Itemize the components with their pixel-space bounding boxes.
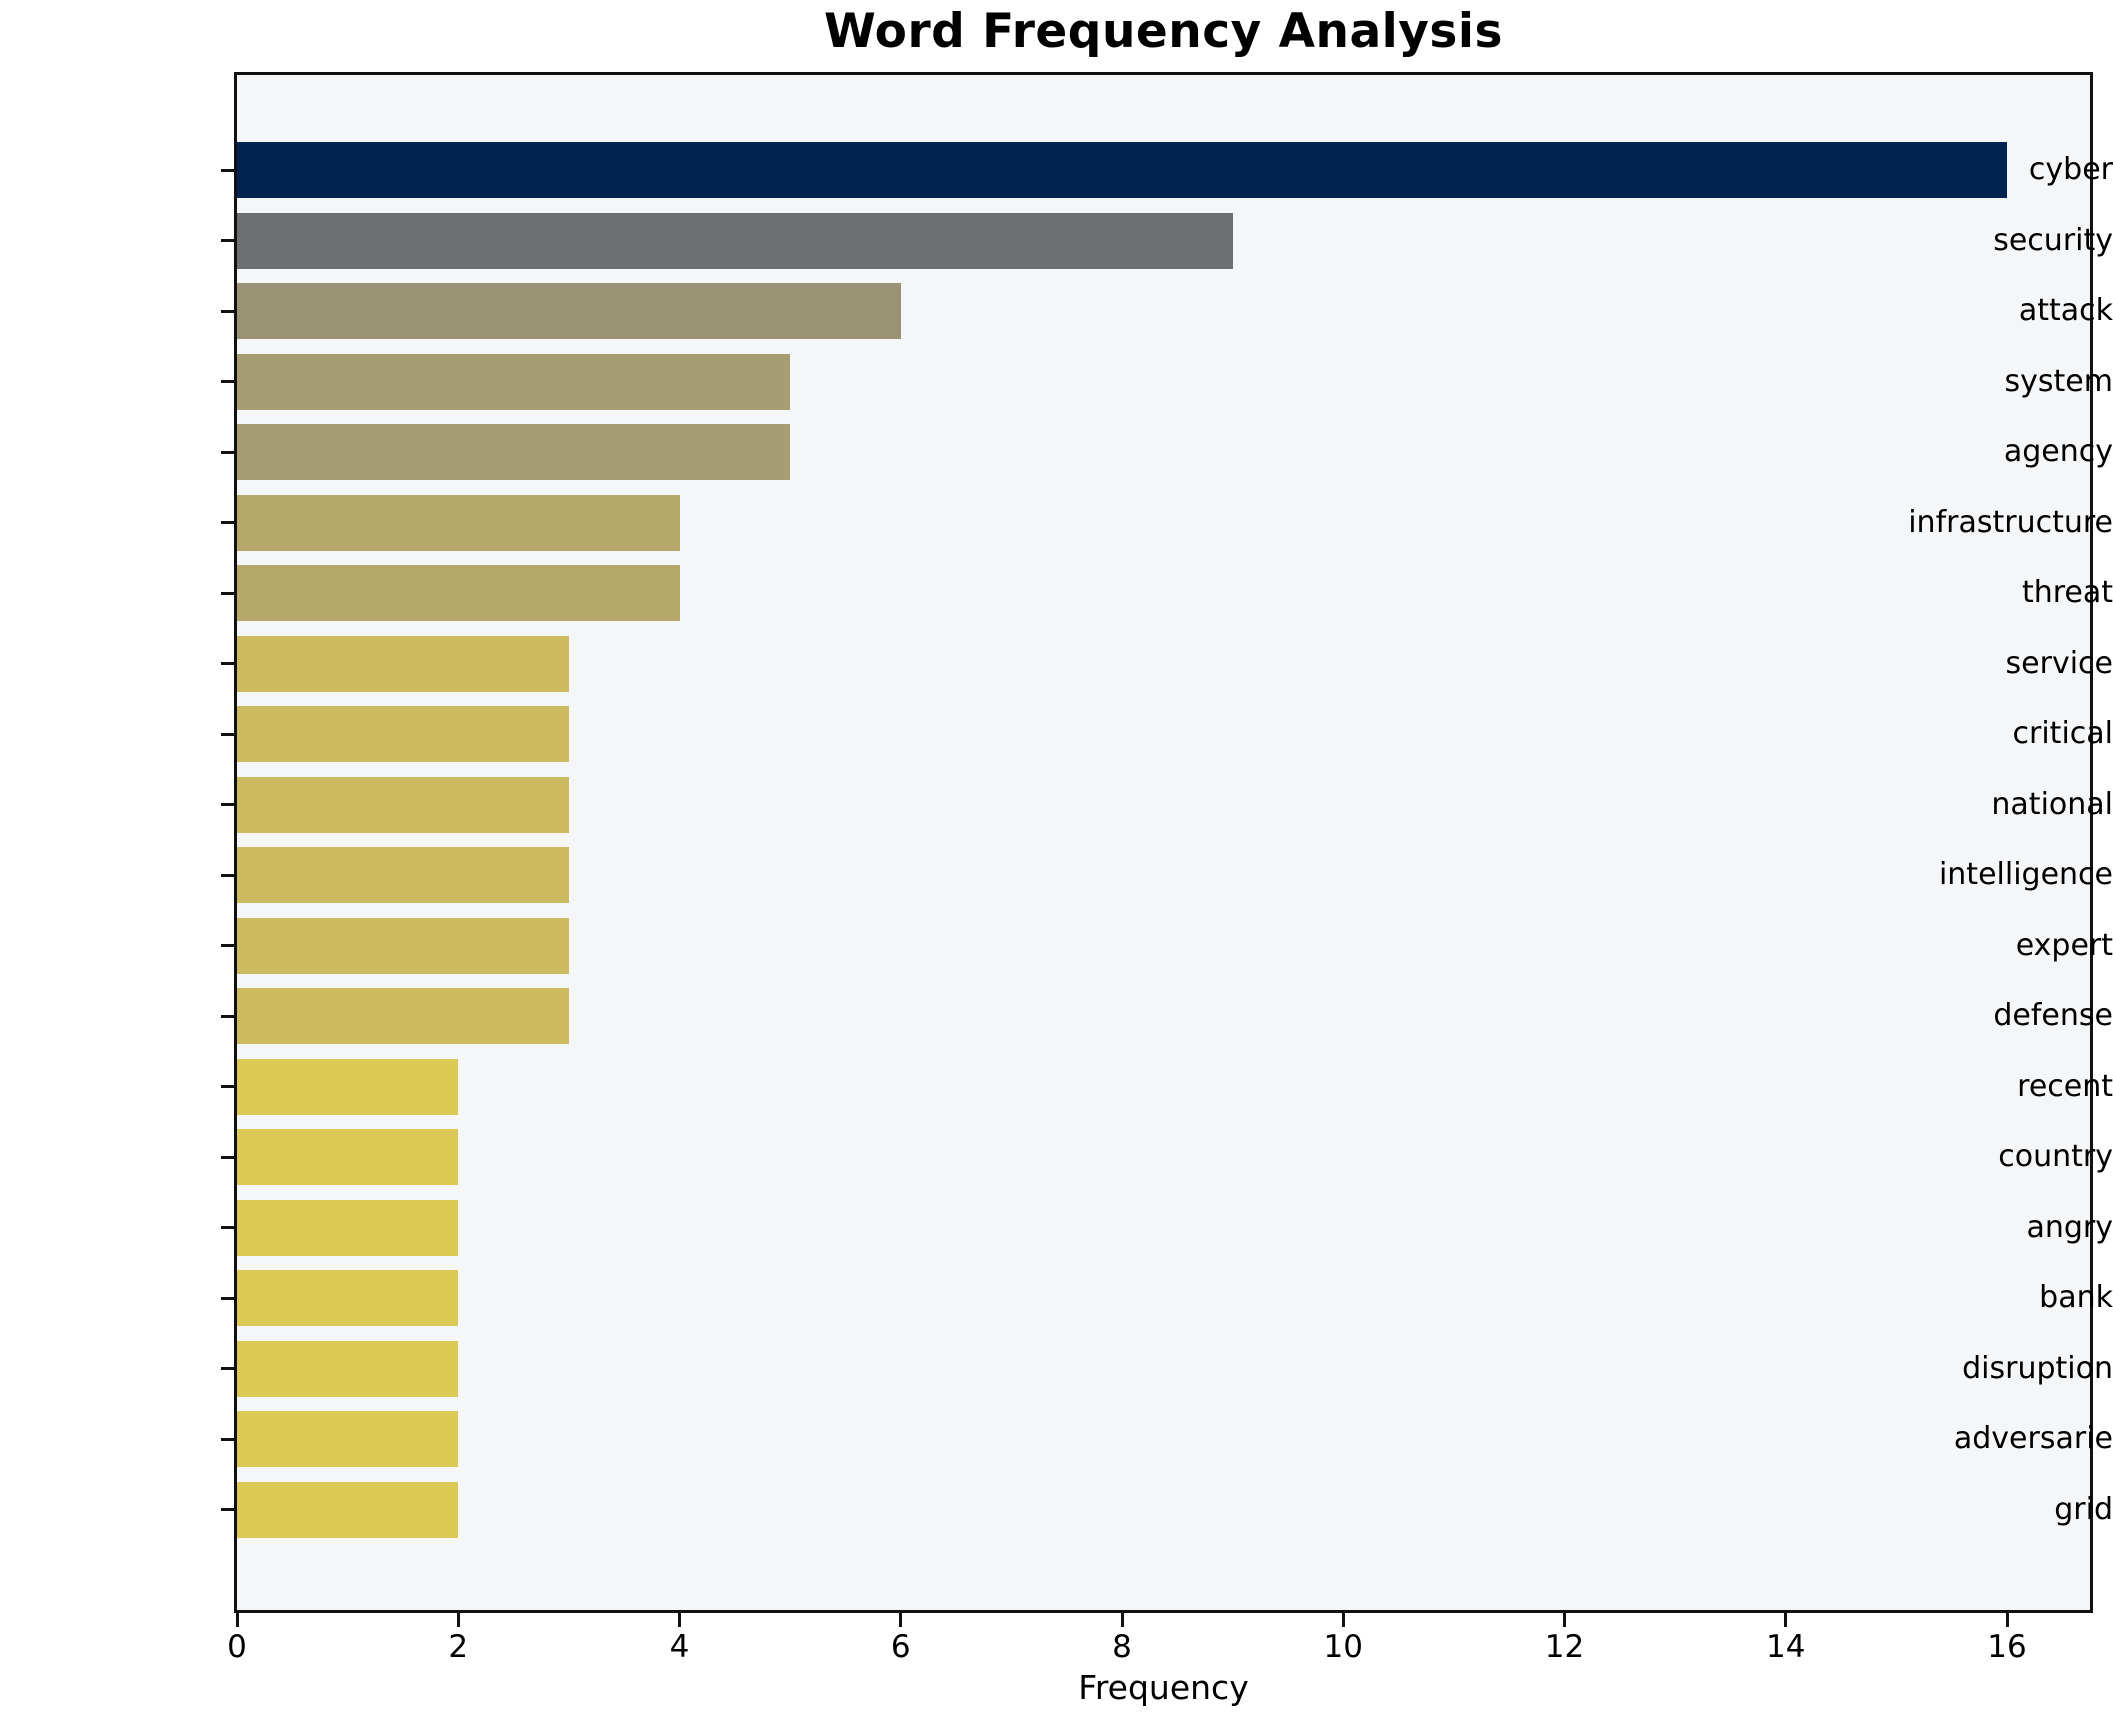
x-tick-label: 2 bbox=[448, 1629, 469, 1665]
y-tick-label: attack bbox=[2018, 293, 2113, 328]
x-tick-label: 12 bbox=[1544, 1629, 1585, 1665]
bar-cyber bbox=[237, 142, 2008, 198]
y-tick-label: agency bbox=[2003, 434, 2113, 469]
y-tick-mark bbox=[221, 168, 234, 172]
y-tick-mark bbox=[221, 1508, 234, 1511]
y-tick-mark bbox=[221, 1085, 234, 1088]
x-tick-mark bbox=[1563, 1613, 1567, 1627]
y-tick-label: cyber bbox=[2028, 152, 2113, 187]
bar-threat bbox=[237, 565, 680, 621]
x-tick-mark bbox=[1784, 1613, 1788, 1627]
y-tick-label: disruption bbox=[1962, 1350, 2113, 1386]
x-axis-title: Frequency bbox=[1078, 1668, 1249, 1707]
x-tick-label: 14 bbox=[1766, 1629, 1806, 1665]
bar-disruption bbox=[237, 1340, 459, 1397]
y-tick-mark bbox=[221, 662, 234, 665]
y-tick-mark bbox=[221, 450, 234, 454]
y-tick-label: intelligence bbox=[1938, 857, 2113, 892]
bar-agency bbox=[237, 424, 791, 480]
y-tick-label: bank bbox=[2039, 1280, 2113, 1315]
y-tick-label: national bbox=[1991, 786, 2113, 822]
y-tick-label: critical bbox=[2012, 716, 2113, 751]
y-tick-label: threat bbox=[2021, 575, 2113, 610]
bar-service bbox=[237, 635, 569, 692]
bar-security bbox=[237, 212, 1233, 269]
y-tick-label: angry bbox=[2026, 1209, 2113, 1245]
y-tick-mark bbox=[221, 521, 234, 524]
bar-attack bbox=[237, 283, 901, 339]
bar-expert bbox=[237, 917, 569, 974]
y-tick-label: grid bbox=[2054, 1491, 2113, 1527]
bar-defense bbox=[237, 988, 569, 1044]
y-tick-label: adversarie bbox=[1953, 1421, 2113, 1456]
y-tick-label: expert bbox=[2015, 927, 2113, 963]
x-tick-label: 6 bbox=[890, 1629, 911, 1665]
y-tick-label: infrastructure bbox=[1908, 504, 2113, 540]
bar-infrastructure bbox=[237, 494, 680, 551]
x-tick-mark bbox=[2005, 1613, 2009, 1627]
y-tick-mark bbox=[221, 309, 234, 313]
y-tick-label: recent bbox=[2017, 1068, 2113, 1104]
bar-angry bbox=[237, 1199, 459, 1256]
x-tick-mark bbox=[1120, 1613, 1124, 1627]
bar-recent bbox=[237, 1058, 459, 1115]
y-tick-mark bbox=[221, 1437, 234, 1441]
x-tick-label: 4 bbox=[669, 1629, 690, 1665]
y-tick-mark bbox=[221, 239, 234, 242]
y-tick-mark bbox=[221, 1014, 234, 1018]
y-tick-mark bbox=[221, 591, 234, 595]
y-tick-mark bbox=[221, 944, 234, 947]
y-tick-label: service bbox=[2005, 645, 2113, 681]
bar-critical bbox=[237, 706, 569, 762]
x-tick-label: 10 bbox=[1323, 1629, 1363, 1665]
y-tick-label: security bbox=[1993, 222, 2113, 258]
y-tick-label: country bbox=[1998, 1139, 2113, 1174]
y-tick-mark bbox=[221, 380, 234, 383]
y-tick-mark bbox=[221, 1226, 234, 1229]
bar-adversarie bbox=[237, 1411, 459, 1467]
bar-national bbox=[237, 776, 569, 833]
x-tick-mark bbox=[235, 1613, 239, 1627]
y-tick-mark bbox=[221, 1367, 234, 1370]
x-tick-label: 8 bbox=[1112, 1629, 1132, 1665]
bar-intelligence bbox=[237, 847, 569, 903]
x-tick-mark bbox=[1341, 1613, 1345, 1627]
chart-title: Word Frequency Analysis bbox=[824, 4, 1503, 59]
y-tick-mark bbox=[221, 1155, 234, 1159]
y-tick-mark bbox=[221, 1296, 234, 1300]
y-tick-label: defense bbox=[1993, 998, 2113, 1033]
x-tick-mark bbox=[456, 1613, 460, 1627]
x-tick-mark bbox=[899, 1613, 903, 1627]
y-tick-mark bbox=[221, 873, 234, 877]
y-tick-mark bbox=[221, 803, 234, 806]
bar-system bbox=[237, 353, 791, 410]
plot-area bbox=[234, 72, 2093, 1613]
x-tick-label: 16 bbox=[1987, 1629, 2027, 1665]
bar-grid bbox=[237, 1481, 459, 1538]
bar-country bbox=[237, 1129, 459, 1185]
y-tick-mark bbox=[221, 732, 234, 736]
x-tick-mark bbox=[678, 1613, 681, 1627]
x-tick-label: 0 bbox=[227, 1629, 247, 1665]
y-tick-label: system bbox=[2004, 363, 2113, 399]
bar-bank bbox=[237, 1270, 459, 1326]
